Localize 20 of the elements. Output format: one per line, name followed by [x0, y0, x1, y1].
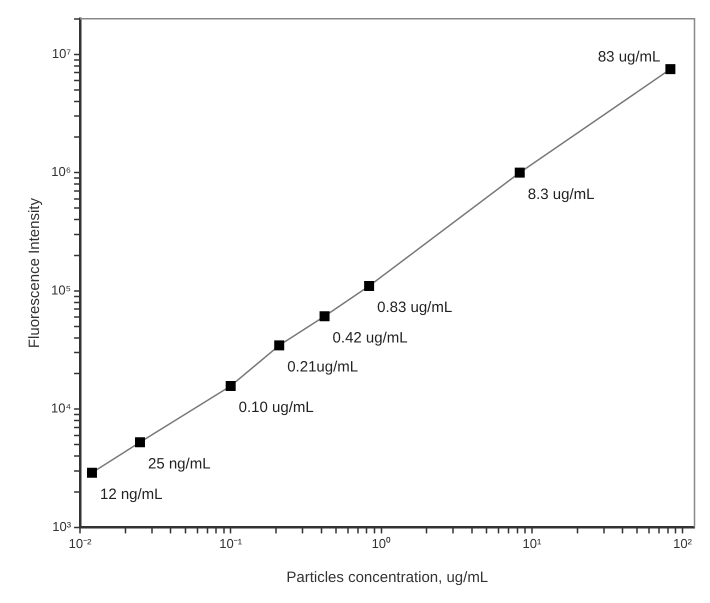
y-tick-label: 10⁷: [52, 46, 72, 61]
x-tick-label: 10²: [673, 536, 693, 551]
x-tick-label: 10¹: [522, 536, 542, 551]
annotation: 25 ng/mL: [148, 455, 211, 472]
y-tick-label: 10³: [52, 518, 72, 534]
y-tick-label: 10⁵: [51, 282, 72, 298]
annotation: 0.21ug/mL: [287, 358, 358, 376]
annotation: 0.10 ug/mL: [238, 399, 314, 416]
x-tick-label: 10⁻¹: [219, 536, 243, 551]
x-tick-label: 10⁰: [372, 536, 392, 551]
annotation: 83 ug/mL: [598, 48, 660, 66]
x-tick-label: 10⁻²: [68, 536, 92, 551]
annotation: 0.42 ug/mL: [332, 329, 408, 346]
annotation: 0.83 ug/mL: [377, 299, 452, 316]
annotation: 8.3 ug/mL: [528, 186, 594, 203]
y-tick-label: 10⁴: [51, 400, 72, 416]
y-axis-title: Fluorescence Intensity: [26, 198, 44, 348]
x-axis-title: Particles concentration, ug/mL: [286, 569, 488, 586]
annotation: 12 ng/mL: [100, 486, 163, 503]
y-tick-label: 10⁶: [51, 164, 72, 180]
